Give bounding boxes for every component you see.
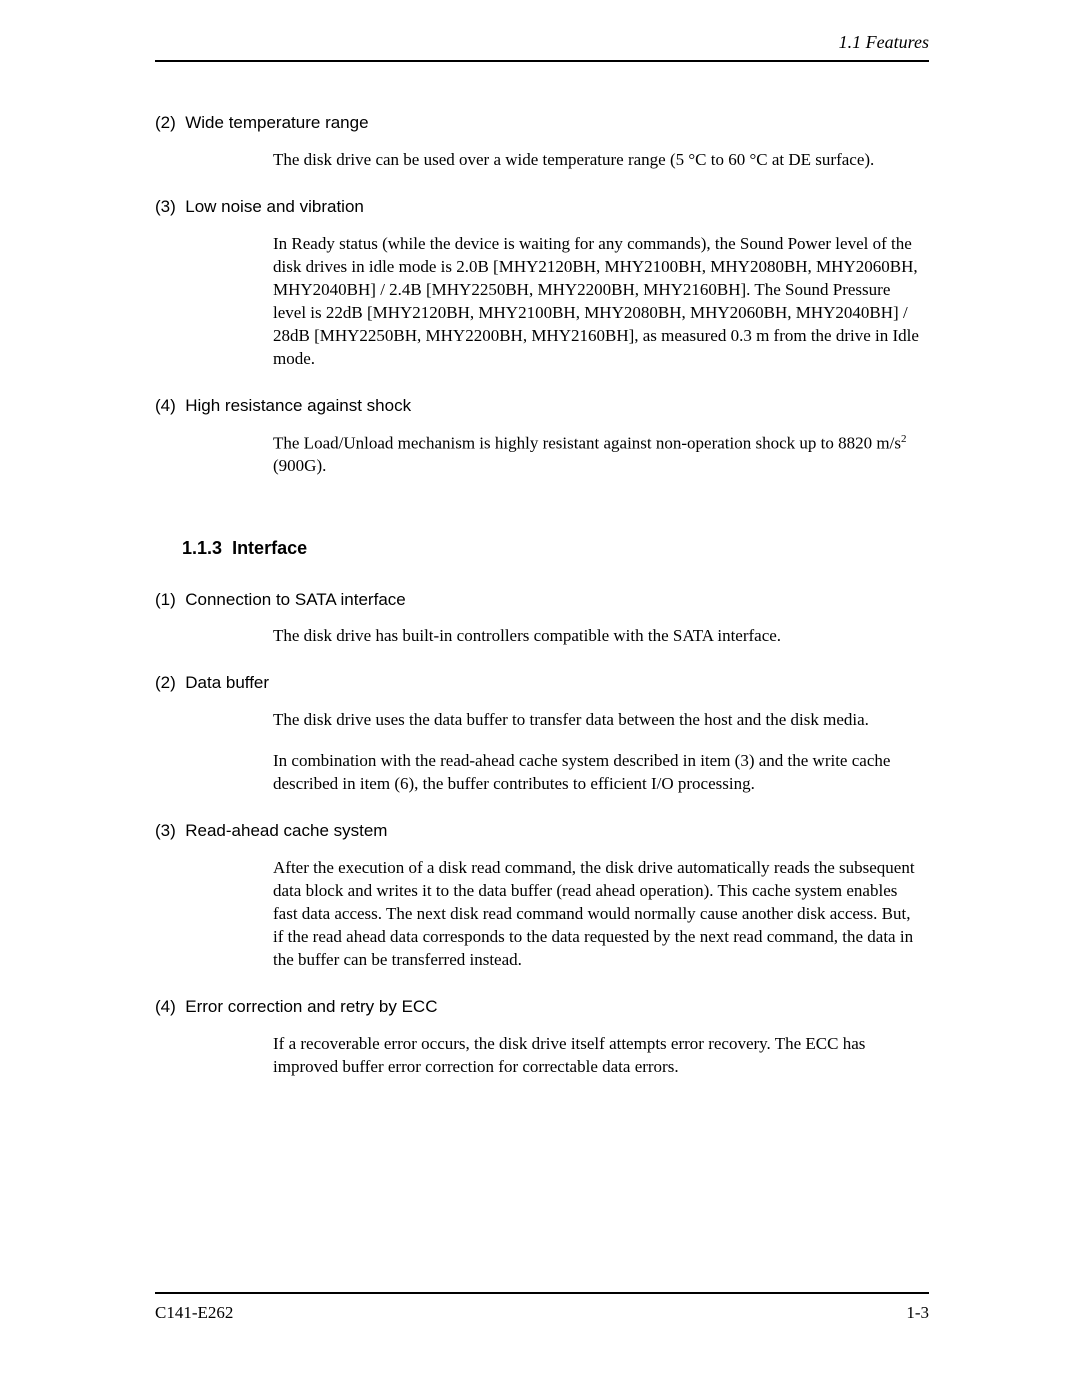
section-number: 1.1.3 [182, 538, 222, 558]
item-title: Data buffer [185, 673, 269, 692]
item-heading: (4) Error correction and retry by ECC [155, 996, 929, 1019]
shock-text-suffix: (900G). [273, 456, 326, 475]
body-paragraph: If a recoverable error occurs, the disk … [273, 1033, 924, 1079]
item-number: (4) [155, 997, 176, 1016]
body-paragraph: After the execution of a disk read comma… [273, 857, 924, 972]
item-heading: (3) Read-ahead cache system [155, 820, 929, 843]
item-title: High resistance against shock [185, 396, 411, 415]
item-heading: (1) Connection to SATA interface [155, 589, 929, 612]
footer-page-number: 1-3 [906, 1302, 929, 1325]
item-title: Error correction and retry by ECC [185, 997, 437, 1016]
item-number: (3) [155, 821, 176, 840]
item-title: Low noise and vibration [185, 197, 364, 216]
item-number: (2) [155, 673, 176, 692]
item-title: Wide temperature range [185, 113, 368, 132]
item-number: (1) [155, 590, 176, 609]
item-heading: (4) High resistance against shock [155, 395, 929, 418]
item-title: Read-ahead cache system [185, 821, 387, 840]
section-heading: 1.1.3 Interface [182, 536, 929, 560]
body-paragraph: The Load/Unload mechanism is highly resi… [273, 432, 924, 479]
shock-text-prefix: The Load/Unload mechanism is highly resi… [273, 433, 901, 452]
body-paragraph: The disk drive has built-in controllers … [273, 625, 924, 648]
running-header: 1.1 Features [155, 30, 929, 54]
item-heading: (2) Wide temperature range [155, 112, 929, 135]
item-number: (4) [155, 396, 176, 415]
body-paragraph: In combination with the read-ahead cache… [273, 750, 924, 796]
item-number: (2) [155, 113, 176, 132]
item-heading: (2) Data buffer [155, 672, 929, 695]
body-paragraph: In Ready status (while the device is wai… [273, 233, 924, 371]
body-paragraph: The disk drive uses the data buffer to t… [273, 709, 924, 732]
superscript: 2 [901, 433, 907, 445]
header-rule [155, 60, 929, 62]
item-heading: (3) Low noise and vibration [155, 196, 929, 219]
item-number: (3) [155, 197, 176, 216]
page-footer: C141-E262 1-3 [155, 1292, 929, 1325]
document-page: 1.1 Features (2) Wide temperature range … [0, 0, 1080, 1397]
item-title: Connection to SATA interface [185, 590, 406, 609]
footer-rule [155, 1292, 929, 1294]
section-title: Interface [232, 538, 307, 558]
body-paragraph: The disk drive can be used over a wide t… [273, 149, 924, 172]
footer-doc-id: C141-E262 [155, 1302, 233, 1325]
